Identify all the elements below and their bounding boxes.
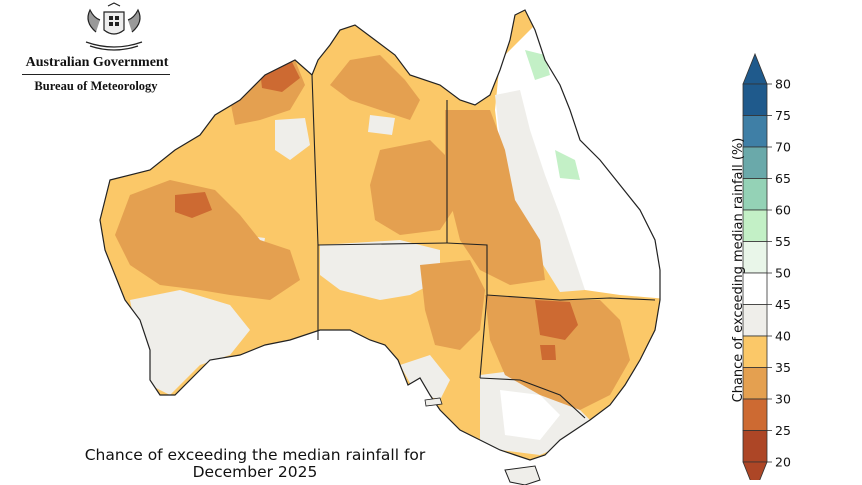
border-nt-sa: [317, 242, 448, 246]
legend-arrow-bottom: [742, 461, 768, 480]
map-region-west-darker: [115, 180, 300, 300]
legend-tick-label: 25: [775, 423, 791, 438]
legend-tick-label: 75: [775, 108, 791, 123]
legend-tick-label: 60: [775, 203, 791, 218]
legend-bin: [742, 209, 768, 242]
map-region-nt-darker: [330, 55, 420, 120]
map-region-sa-darker: [420, 260, 485, 350]
map-caption: Chance of exceeding the median rainfall …: [40, 447, 470, 481]
colour-legend: 80 75 70 65 60 55 50 45 40 35 30 25 20: [742, 52, 791, 480]
legend-tick-label: 45: [775, 297, 791, 312]
border-qld-nsw: [486, 294, 656, 301]
map-region-nsw-darker: [485, 295, 630, 410]
map-region-nsw-darkest: [535, 300, 578, 360]
map-region-southcentral-neutral: [320, 240, 440, 300]
legend-bin: [742, 115, 768, 148]
kangaroo-island: [424, 397, 443, 407]
map-region-central-darker: [370, 140, 460, 235]
legend-bin: [742, 178, 768, 211]
caption-line-1: Chance of exceeding the median rainfall …: [84, 446, 426, 464]
legend-bin: [742, 367, 768, 400]
coat-of-arms-icon: [85, 2, 143, 51]
legend-tick-label: 65: [775, 171, 791, 186]
border-sa-nsw: [479, 294, 488, 379]
government-name: Australian Government: [25, 55, 169, 70]
legend-title: Chance of exceeding median rainfall (%): [731, 138, 746, 403]
legend-tick-label: 30: [775, 392, 791, 407]
map-region-qld-darker: [445, 110, 545, 285]
caption-line-2: December 2025: [192, 463, 318, 481]
legend-tick-label: 70: [775, 140, 791, 155]
map-region-pilbara-darkest: [175, 192, 212, 218]
legend-tick-label: 80: [775, 77, 791, 92]
legend-bin: [742, 398, 768, 431]
map-region-kimberley-neutral: [238, 115, 395, 255]
legend-arrow-top: [742, 52, 768, 85]
legend-tick-label: 40: [775, 329, 791, 344]
tasmania: [504, 465, 541, 485]
legend-bin: [742, 430, 768, 463]
map-region-victoria-white: [500, 390, 560, 440]
map-region-east-coast-neutral: [495, 90, 585, 292]
legend-tick-label: 50: [775, 266, 791, 281]
legend-ticks: 80 75 70 65 60 55 50 45 40 35 30 25 20: [767, 77, 791, 470]
map-region-southwest-neutral: [130, 290, 250, 395]
map-region-gulf-neutral: [400, 355, 450, 400]
legend-title-wrapper: Chance of exceeding median rainfall (%): [731, 138, 746, 403]
legend-bin: [742, 304, 768, 337]
legend-tick-label: 55: [775, 234, 791, 249]
map-region-east-coast-white: [495, 20, 660, 300]
logo-divider: [22, 74, 170, 75]
legend-bin: [742, 146, 768, 179]
border-sa-qld: [446, 242, 488, 295]
legend-tick-label: 20: [775, 455, 791, 470]
legend-bin: [742, 83, 768, 116]
rainfall-outlook-map: [99, 9, 661, 485]
legend-bins: [742, 52, 768, 480]
map-region-queensland-green: [525, 50, 580, 180]
agency-name: Bureau of Meteorology: [34, 79, 158, 93]
border-nsw-vic: [479, 377, 586, 419]
legend-tick-label: 35: [775, 360, 791, 375]
government-logo: [18, 2, 178, 97]
